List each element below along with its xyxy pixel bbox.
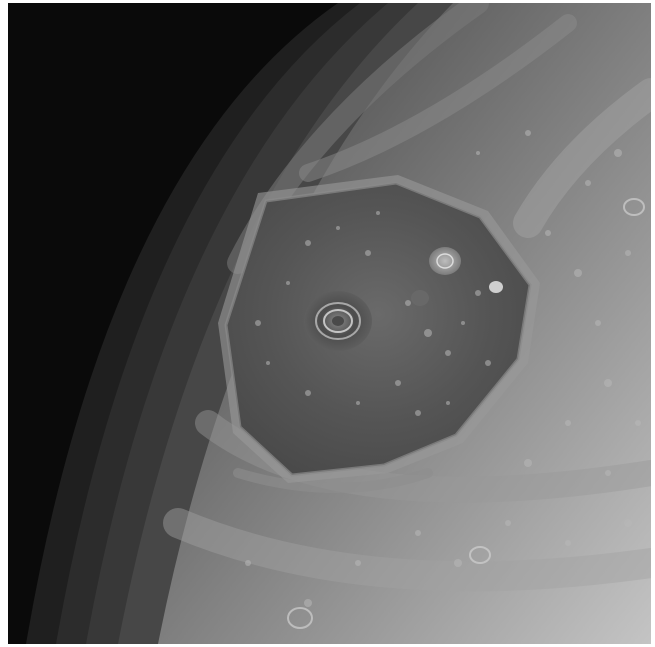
planet-image [8,3,651,644]
oval-storms [287,198,645,629]
cloud-speckles [245,130,641,607]
polar-vortex-eye [304,291,372,351]
cloud-bands [163,3,651,592]
saturn-hexagon-photo [8,3,651,644]
secondary-storm [411,247,503,306]
